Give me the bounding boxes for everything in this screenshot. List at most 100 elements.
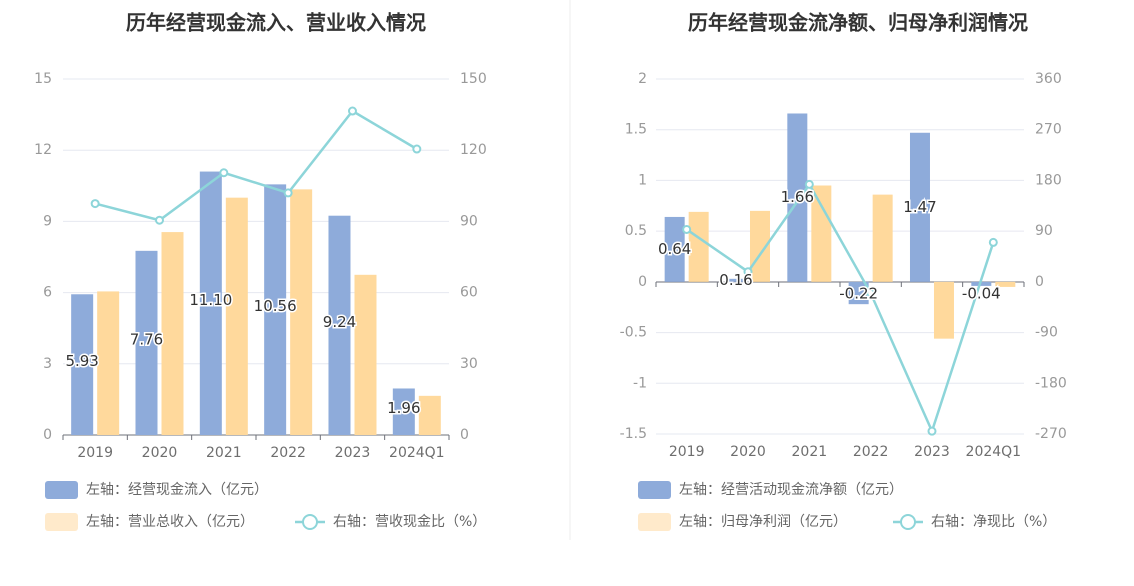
legend-swatch-secondary (638, 513, 671, 531)
primary-bar (909, 132, 930, 282)
right-axis-tick: 120 (460, 142, 487, 158)
secondary-bar (161, 232, 184, 435)
category-label: 2023 (914, 444, 950, 460)
bar-data-label: 10.56 (254, 297, 297, 315)
category-label: 2023 (335, 445, 371, 461)
ratio-point (347, 106, 357, 116)
secondary-bar (749, 210, 770, 282)
ratio-point (988, 237, 998, 247)
left-axis-tick: 2 (638, 71, 647, 87)
category-label: 2021 (206, 445, 242, 461)
right-axis-tick: 60 (460, 285, 478, 301)
right-axis-tick: 0 (1035, 274, 1044, 290)
bar-data-label: -0.22 (839, 284, 878, 302)
legend-label-secondary: 左轴：营业总收入（亿元） (86, 514, 254, 530)
legend-label-primary: 左轴：经营活动现金流净额（亿元） (679, 482, 903, 498)
ratio-point (866, 288, 876, 298)
bar-data-label: 1.96 (387, 399, 420, 417)
legend-label-primary: 左轴：经营现金流入（亿元） (86, 482, 268, 498)
ratio-point (283, 188, 293, 198)
category-label: 2020 (142, 445, 178, 461)
category-label: 2024Q1 (966, 444, 1022, 460)
category-label: 2019 (669, 444, 705, 460)
primary-bar (392, 388, 415, 435)
legend-label-line: 右轴：营收现金比（%） (333, 514, 486, 530)
right-axis-tick: 270 (1035, 122, 1062, 138)
bar-data-label: 9.24 (323, 313, 356, 331)
category-label: 2022 (270, 445, 306, 461)
category-label: 2019 (77, 445, 113, 461)
secondary-bar (933, 281, 954, 339)
right-axis-tick: -270 (1035, 426, 1067, 442)
primary-bar (199, 171, 222, 435)
secondary-bar (995, 281, 1016, 287)
left-axis-tick: 9 (43, 213, 52, 229)
ratio-point (804, 179, 814, 189)
right-axis-tick: 30 (460, 356, 478, 372)
bar-data-label: 1.47 (903, 198, 936, 216)
primary-bar (264, 184, 287, 435)
left-axis-tick: 3 (43, 356, 52, 372)
chart-panel-2: 历年经营现金流净额、归母净利润情况 -1.5 -1 -0.5 0 0.5 1 1.5 2 -270… (620, 11, 1067, 531)
ratio-point (927, 426, 937, 436)
left-axis-tick: 15 (34, 71, 52, 87)
left-axis-tick: -0.5 (620, 325, 647, 341)
left-axis-tick: 0.5 (625, 223, 647, 239)
legend-label-secondary: 左轴：归母净利润（亿元） (679, 513, 847, 530)
secondary-bar (688, 211, 709, 282)
chart-title: 历年经营现金流入、营业收入情况 (126, 11, 426, 35)
ratio-point (682, 224, 692, 234)
secondary-bar (811, 185, 832, 282)
bar-data-label: 1.66 (781, 188, 814, 206)
primary-bar (787, 113, 808, 282)
secondary-bar (872, 194, 893, 282)
primary-bar (328, 215, 351, 435)
left-axis-tick: -1 (633, 375, 647, 391)
left-axis-tick: 0 (43, 427, 52, 443)
primary-bar (725, 278, 746, 282)
right-axis-tick: -180 (1035, 375, 1067, 391)
bar-data-label: 7.76 (130, 330, 163, 348)
chart-panel-1: 历年经营现金流入、营业收入情况0369121503060901201502019… (34, 11, 487, 531)
bar-data-label: 5.93 (65, 352, 98, 370)
legend-swatch-secondary (45, 513, 78, 531)
primary-bar (135, 250, 158, 435)
chart-title: 历年经营现金流净额、归母净利润情况 (688, 11, 1028, 35)
legend-swatch-line-marker (302, 514, 318, 530)
category-label: 2020 (730, 444, 766, 460)
ratio-point (154, 215, 164, 225)
left-axis-tick: 0 (638, 274, 647, 290)
ratio-point (90, 199, 100, 209)
bar-data-label: 11.10 (189, 291, 232, 309)
secondary-bar (225, 197, 248, 435)
right-axis-tick: 90 (1035, 223, 1053, 239)
right-axis-tick: 90 (460, 213, 478, 229)
primary-bar (664, 216, 685, 282)
ratio-point (219, 168, 229, 178)
legend-swatch-primary (638, 481, 671, 499)
right-axis-tick: -90 (1035, 325, 1058, 341)
secondary-bar (97, 291, 120, 435)
legend-swatch-line-marker (900, 514, 916, 530)
right-axis-tick: 360 (1035, 71, 1062, 87)
right-axis-tick: 0 (460, 427, 469, 443)
ratio-line (94, 109, 418, 222)
left-axis-tick: 1 (638, 172, 647, 188)
left-axis-tick: 6 (43, 285, 52, 301)
legend-swatch-primary (45, 481, 78, 499)
category-label: 2024Q1 (389, 445, 445, 461)
primary-bar (848, 281, 869, 305)
ratio-point (412, 144, 422, 154)
ratio-line (685, 182, 995, 435)
primary-bar (71, 294, 94, 435)
primary-bar (971, 281, 992, 286)
category-label: 2021 (792, 444, 828, 460)
bar-data-label: -0.04 (962, 284, 1001, 302)
left-axis-tick: -1.5 (620, 426, 647, 442)
secondary-bar (290, 189, 313, 435)
bar-data-label: 0.16 (719, 271, 752, 289)
ratio-point (743, 267, 753, 277)
secondary-bar (418, 395, 441, 435)
